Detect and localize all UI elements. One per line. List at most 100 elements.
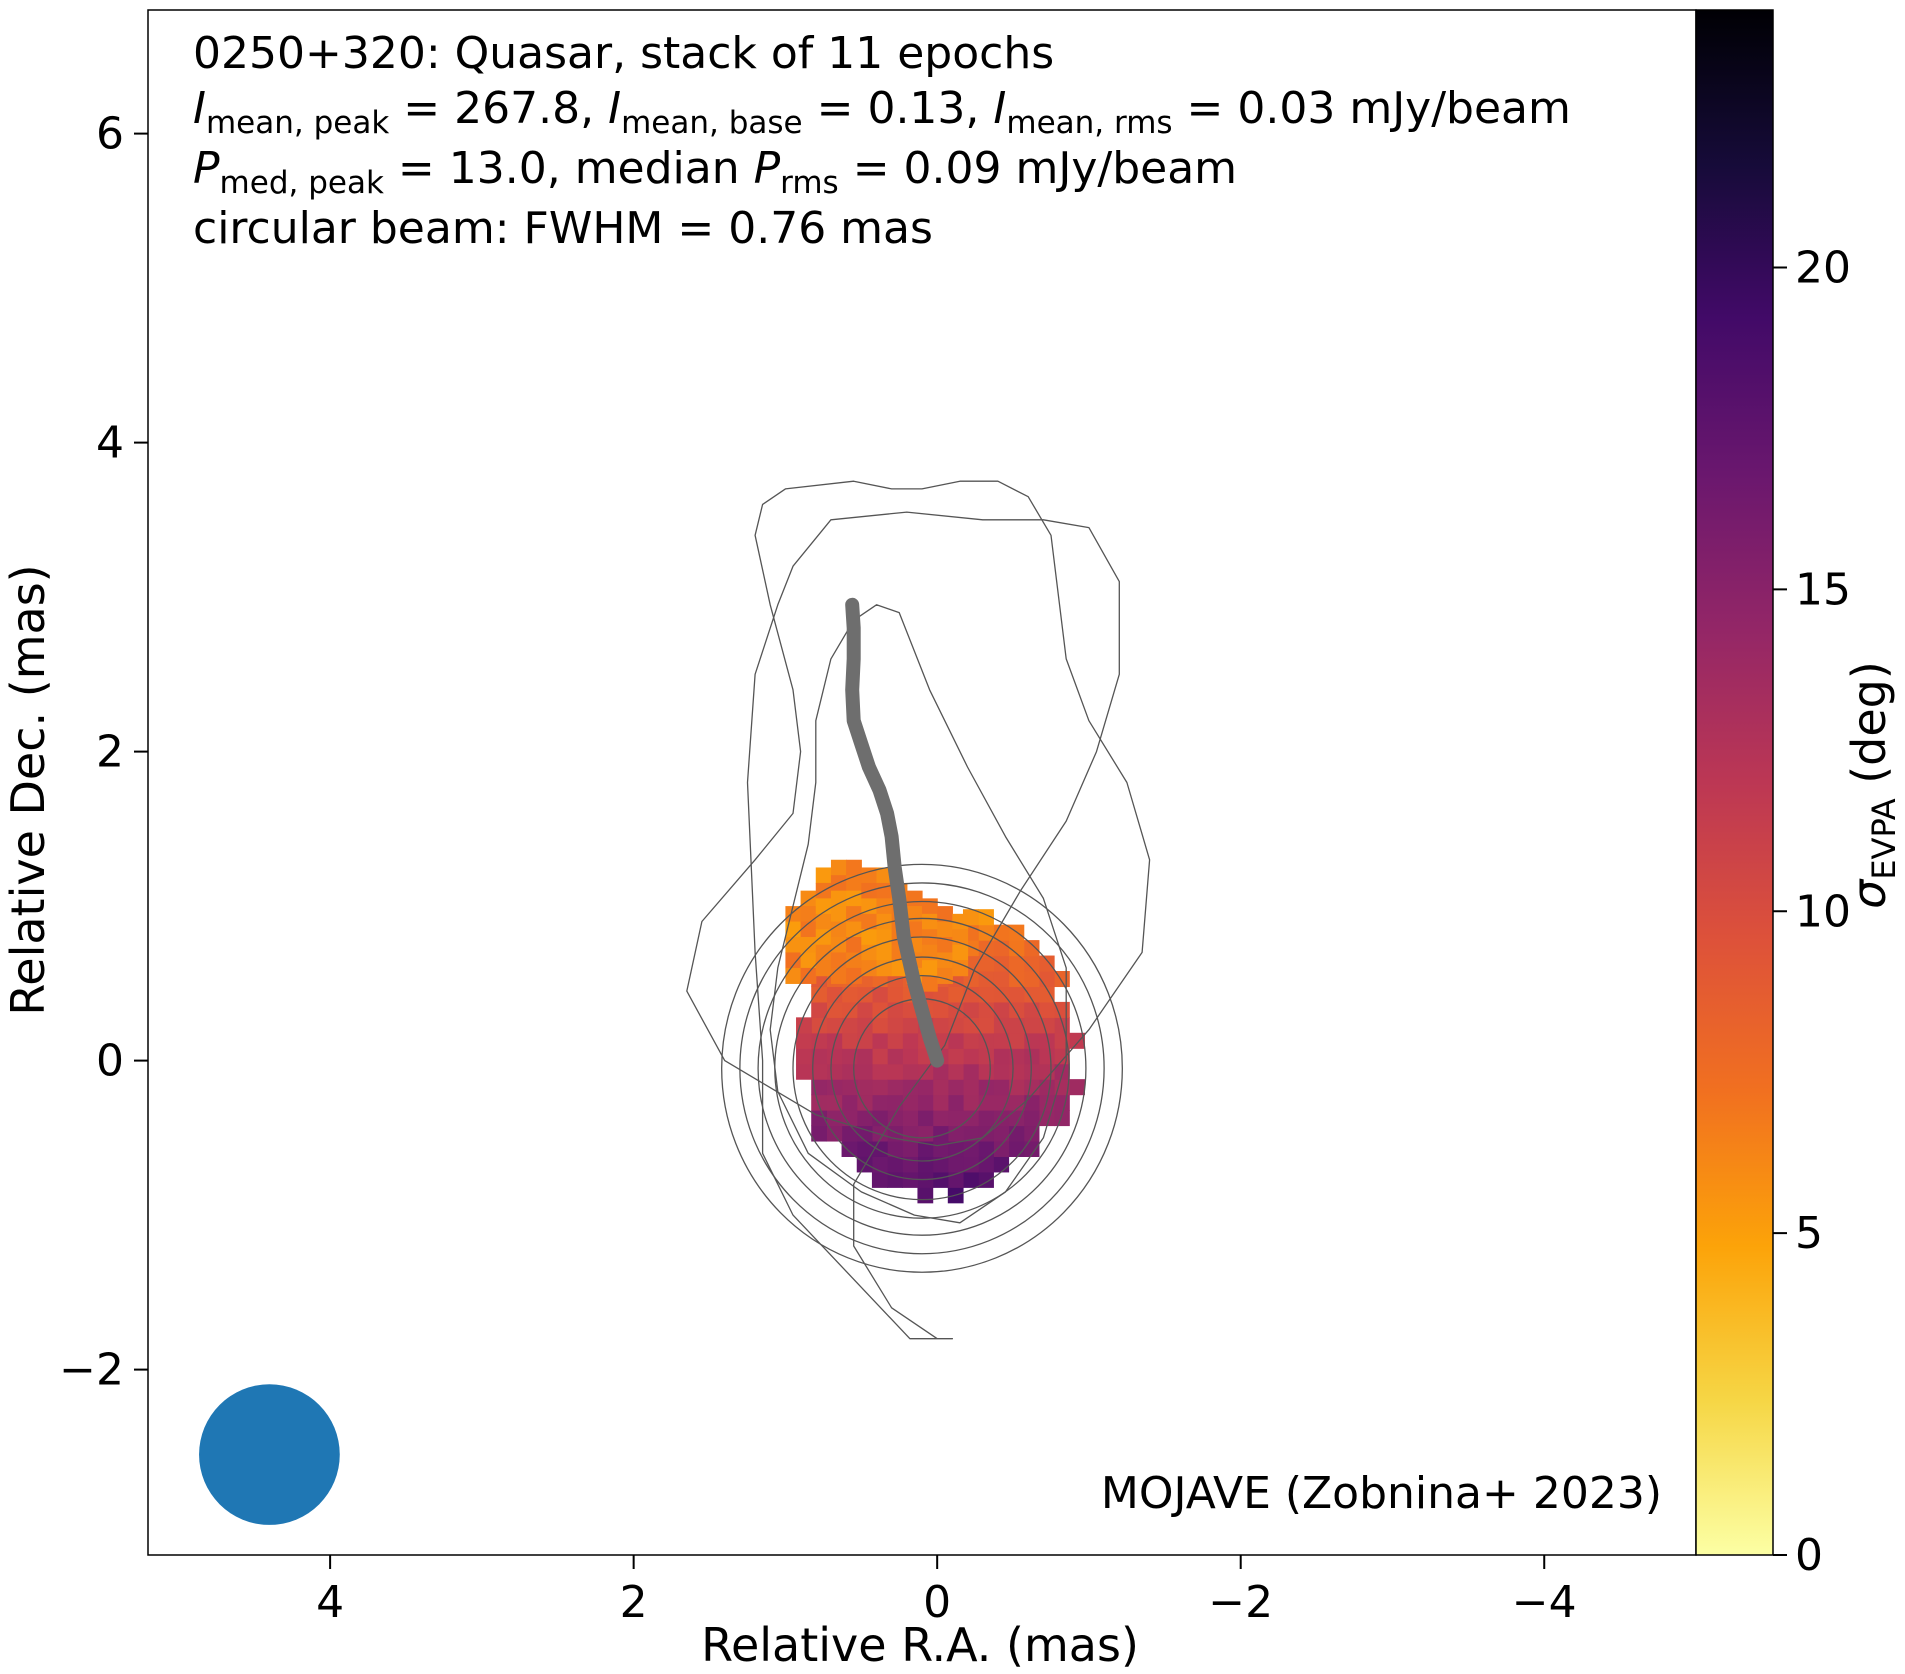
heatmap-pixel bbox=[902, 1094, 919, 1111]
y-tick-label: 0 bbox=[96, 1036, 124, 1087]
heatmap-pixel bbox=[962, 1017, 979, 1034]
heatmap-pixel bbox=[861, 929, 878, 946]
heatmap-pixel bbox=[846, 859, 862, 876]
colorbar-label-symbol: σ bbox=[1842, 878, 1896, 909]
heatmap-pixel bbox=[856, 1063, 873, 1080]
heatmap-pixel bbox=[856, 1110, 873, 1127]
heatmap-pixel bbox=[856, 1001, 873, 1018]
intensity-peak-value: = 267.8, bbox=[389, 83, 608, 134]
heatmap-pixel bbox=[887, 986, 903, 1003]
heatmap-pixel bbox=[978, 986, 994, 1003]
x-tick-label: 2 bbox=[620, 1577, 648, 1628]
heatmap-pixel bbox=[902, 1140, 919, 1157]
heatmap-pixel bbox=[826, 1017, 843, 1034]
heatmap-pixel bbox=[861, 944, 878, 961]
pol-peak-value: = 13.0, median bbox=[384, 143, 754, 194]
colorbar-tick-label: 20 bbox=[1795, 243, 1851, 294]
heatmap-pixel bbox=[800, 937, 817, 954]
heatmap-pixel bbox=[1008, 1140, 1025, 1157]
contour-line bbox=[812, 956, 1032, 1181]
heatmap-pixel bbox=[811, 1048, 827, 1065]
heatmap-pixel bbox=[978, 1017, 994, 1034]
heatmap-pixel bbox=[871, 1017, 888, 1034]
heatmap-pixel bbox=[1023, 940, 1040, 957]
heatmap-pixel bbox=[1038, 1048, 1055, 1065]
title-annotation: 0250+320: Quasar, stack of 11 epochs bbox=[193, 28, 1054, 79]
heatmap-pixel bbox=[902, 1125, 919, 1142]
colorbar-tick-label: 15 bbox=[1795, 564, 1851, 615]
heatmap-pixel bbox=[887, 1171, 903, 1188]
colorbar-ticks: 0 5 10 15 20 bbox=[1773, 243, 1851, 1581]
heatmap-pixel bbox=[811, 1032, 827, 1049]
heatmap-pixel bbox=[937, 937, 953, 954]
jet-ridge-line bbox=[845, 597, 945, 1068]
heatmap-pixel bbox=[1038, 970, 1055, 988]
heatmap-pixel bbox=[841, 1140, 858, 1157]
pol-rms-value: = 0.09 mJy/beam bbox=[839, 143, 1237, 194]
heatmap-pixel bbox=[815, 944, 832, 961]
heatmap-pixel bbox=[922, 913, 938, 930]
heatmap-pixel bbox=[947, 986, 964, 1003]
contour-line bbox=[830, 974, 1014, 1162]
heatmap-pixel bbox=[947, 1017, 964, 1034]
heatmap-pixel bbox=[978, 1032, 994, 1049]
x-tick-label: −4 bbox=[1512, 1577, 1577, 1628]
colorbar-frame bbox=[1695, 9, 1774, 1556]
heatmap-pixel bbox=[937, 967, 953, 984]
heatmap-pixel bbox=[917, 1094, 934, 1111]
colorbar-tick-label: 0 bbox=[1795, 1530, 1823, 1581]
heatmap-pixel bbox=[856, 1079, 873, 1096]
heatmap-pixel bbox=[917, 1156, 934, 1173]
heatmap-pixel bbox=[830, 967, 847, 984]
heatmap-pixel bbox=[815, 913, 832, 930]
heatmap-pixel bbox=[796, 1048, 812, 1065]
heatmap-pixel bbox=[906, 890, 923, 907]
heatmap-pixel bbox=[1069, 1032, 1085, 1049]
heatmap-pixel bbox=[952, 960, 969, 977]
plot-area bbox=[199, 480, 1151, 1525]
heatmap-pixel bbox=[947, 1125, 964, 1142]
heatmap-pixel bbox=[1008, 1063, 1025, 1080]
heatmap-pixel bbox=[800, 967, 817, 984]
heatmap-pixel bbox=[785, 937, 802, 954]
heatmap-pixel bbox=[871, 986, 888, 1003]
heatmap-pixel bbox=[1008, 1125, 1025, 1142]
heatmap-pixel bbox=[947, 1032, 964, 1049]
y-tick-label: 2 bbox=[96, 727, 124, 778]
x-tick-label: 4 bbox=[316, 1577, 344, 1628]
heatmap-pixel bbox=[952, 944, 969, 961]
heatmap-pixel bbox=[871, 1171, 888, 1188]
colorbar-tick-label: 10 bbox=[1795, 886, 1851, 937]
heatmap-pixel bbox=[902, 1171, 919, 1188]
heatmap-pixel bbox=[1008, 940, 1025, 957]
heatmap-pixel bbox=[871, 1094, 888, 1111]
heatmap-pixel bbox=[811, 1063, 827, 1080]
heatmap-pixel bbox=[993, 986, 1010, 1003]
heatmap-pixel bbox=[1008, 1094, 1025, 1111]
heatmap-pixel bbox=[811, 1094, 827, 1111]
heatmap-pixel bbox=[796, 1032, 812, 1049]
heatmap-pixel bbox=[932, 1140, 949, 1157]
heatmap-pixel bbox=[830, 890, 847, 907]
heatmap-pixel bbox=[826, 1125, 843, 1142]
contour-line bbox=[746, 511, 1120, 1340]
heatmap-pixel bbox=[1054, 1110, 1070, 1127]
heatmap-pixel bbox=[826, 1063, 843, 1080]
heatmap-pixel bbox=[978, 955, 994, 972]
heatmap-pixel bbox=[846, 952, 862, 969]
heatmap-pixel bbox=[826, 1048, 843, 1065]
heatmap-pixel bbox=[906, 906, 923, 923]
credit-text: MOJAVE (Zobnina+ 2023) bbox=[1101, 1468, 1662, 1519]
heatmap-pixel bbox=[830, 859, 847, 876]
heatmap-pixel bbox=[993, 970, 1010, 988]
heatmap-pixel bbox=[861, 867, 878, 884]
heatmap-pixel bbox=[962, 1063, 979, 1080]
heatmap-pixel bbox=[856, 1017, 873, 1034]
heatmap-pixel bbox=[1054, 1094, 1070, 1111]
heatmap-pixel bbox=[978, 1048, 994, 1065]
heatmap-pixel bbox=[785, 952, 802, 969]
heatmap-pixel bbox=[841, 1048, 858, 1065]
heatmap-pixel bbox=[841, 1125, 858, 1142]
heatmap-pixel bbox=[1054, 1063, 1070, 1080]
heatmap-pixel bbox=[861, 898, 878, 915]
